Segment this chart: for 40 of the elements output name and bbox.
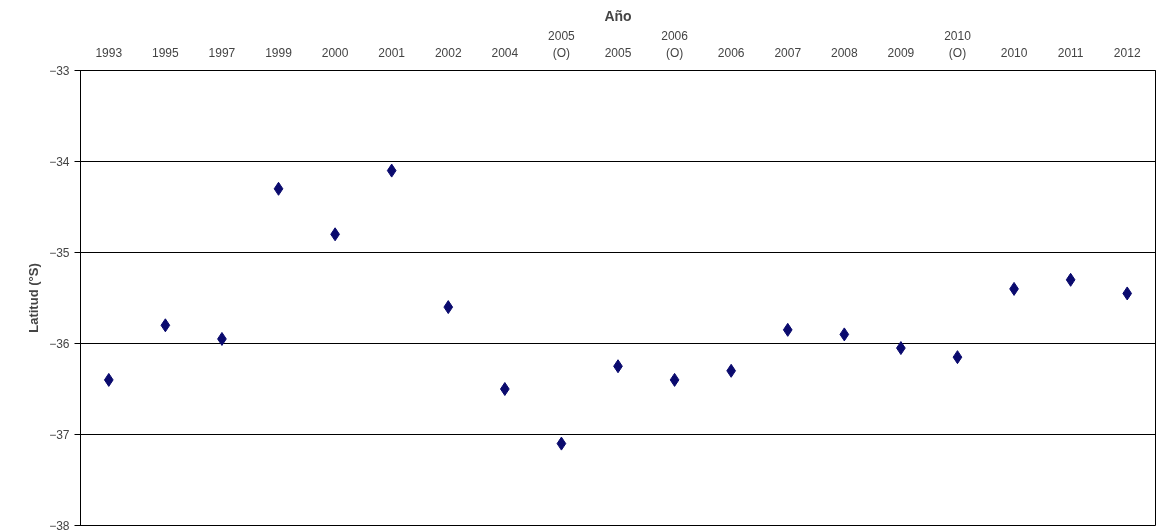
x-tick-label: 2012 — [1113, 45, 1141, 60]
x-tick-label: 1995 — [152, 45, 180, 60]
x-tick-label: 1997 — [208, 45, 236, 60]
point — [500, 382, 510, 396]
x-tick-label: 2004 — [491, 45, 519, 60]
x-tick-label: 2010 (O) — [944, 28, 972, 60]
x-tick-label: 2009 — [887, 45, 915, 60]
x-tick-label: 2007 — [774, 45, 802, 60]
y-tick-label: −37 — [49, 428, 70, 442]
point — [273, 181, 284, 196]
x-tick-label: 1999 — [265, 45, 293, 60]
point — [103, 372, 114, 387]
x-tick-label: 2000 — [321, 45, 349, 60]
x-tick-label: 2006 — [717, 45, 745, 60]
y-tick-label: −33 — [49, 64, 70, 78]
point — [782, 322, 793, 337]
x-tick-label: 2011 — [1057, 45, 1084, 60]
point — [556, 436, 567, 451]
x-tick-label: 2005 (O) — [548, 28, 576, 60]
x-axis-title: Año — [604, 7, 632, 24]
point — [160, 318, 171, 333]
x-tick-label: 2002 — [434, 45, 462, 60]
x-tick-label: 2001 — [378, 45, 406, 60]
point — [1122, 286, 1133, 301]
x-tick-label: 2010 — [1000, 45, 1028, 60]
x-tick-label: 1993 — [95, 45, 123, 60]
point — [386, 163, 397, 178]
x-tick-label: 2008 — [830, 45, 858, 60]
y-tick-label: −36 — [49, 337, 70, 351]
x-tick-label: 2005 — [604, 45, 632, 60]
y-tick-label: −34 — [49, 155, 70, 169]
point — [443, 300, 454, 315]
y-tick-label: −35 — [49, 246, 70, 260]
y-tick-label: −38 — [49, 519, 70, 532]
point — [669, 372, 680, 387]
x-tick-label: 2006 (O) — [661, 28, 689, 60]
y-axis-title: Latitud (°S) — [26, 263, 42, 333]
point — [839, 327, 850, 342]
point — [952, 350, 963, 365]
point — [1065, 272, 1076, 287]
